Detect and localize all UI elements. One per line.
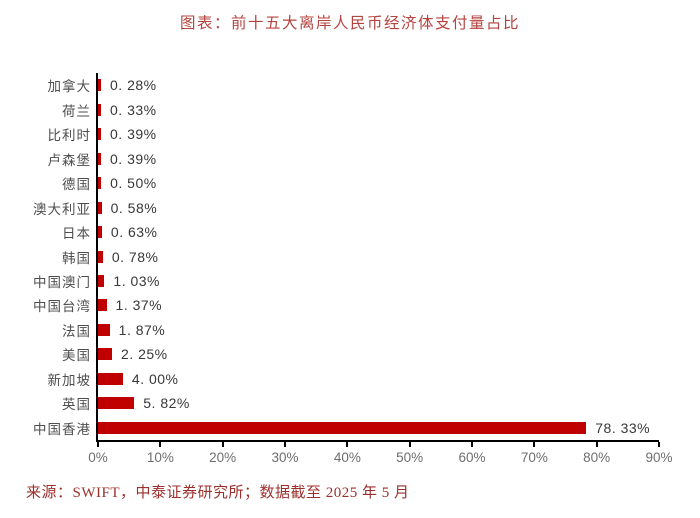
category-label: 中国澳门 xyxy=(33,274,91,290)
value-label: 0. 33% xyxy=(110,101,157,118)
bar-row: 2. 25% xyxy=(98,342,659,366)
category-label: 加拿大 xyxy=(47,79,91,95)
x-axis-tick-label: 80% xyxy=(583,450,611,465)
category-label: 新加坡 xyxy=(47,372,91,388)
category-label: 中国台湾 xyxy=(33,299,91,315)
x-axis-tick xyxy=(471,442,473,447)
y-axis-line xyxy=(95,73,98,442)
value-label: 0. 78% xyxy=(111,248,159,265)
bar-row: 78. 33% xyxy=(98,416,659,440)
bar-row: 5. 82% xyxy=(98,391,659,415)
x-axis-tick xyxy=(284,442,286,447)
value-label: 0. 39% xyxy=(110,150,157,167)
bar-row: 1. 03% xyxy=(98,269,659,293)
x-axis-tick-label: 0% xyxy=(88,450,108,465)
value-label: 0. 63% xyxy=(110,224,158,241)
bar xyxy=(98,103,101,116)
bar xyxy=(98,348,113,361)
x-axis-tick xyxy=(595,442,598,447)
x-axis: 0% 10% 20% 30% 40% 50% 60% 70% 80% 90% xyxy=(88,442,673,472)
bar xyxy=(98,79,101,92)
value-label: 1. 37% xyxy=(115,297,163,314)
value-label: 1. 03% xyxy=(113,272,160,289)
bar xyxy=(98,177,102,190)
bar-row: 0. 33% xyxy=(98,97,659,121)
bar xyxy=(98,299,107,312)
bar xyxy=(98,397,135,410)
x-axis-tick xyxy=(408,442,411,447)
bar-row: 0. 39% xyxy=(98,122,659,146)
category-label: 卢森堡 xyxy=(47,152,91,168)
bar-row: 0. 28% xyxy=(98,73,659,97)
value-label: 0. 58% xyxy=(110,199,158,216)
bar-chart: 加拿大荷兰比利时卢森堡德国澳大利亚日本韩国中国澳门中国台湾法国美国新加坡英国中国… xyxy=(0,73,673,473)
bar xyxy=(98,226,102,239)
x-axis-tick xyxy=(159,442,162,447)
x-axis-tick xyxy=(221,442,224,447)
value-label: 1. 87% xyxy=(118,321,166,338)
x-axis-tick xyxy=(533,442,536,447)
value-label: 2. 25% xyxy=(121,346,168,363)
x-axis-tick xyxy=(97,442,99,447)
value-label: 78. 33% xyxy=(595,419,651,436)
bar-row: 0. 39% xyxy=(98,146,659,170)
bar-row: 1. 37% xyxy=(98,293,659,317)
category-label: 韩国 xyxy=(62,250,91,266)
value-label: 0. 28% xyxy=(110,77,157,94)
bar xyxy=(98,421,587,434)
x-axis-tick-label: 20% xyxy=(209,450,237,465)
bar xyxy=(98,201,102,214)
x-axis-tick-label: 60% xyxy=(458,450,486,465)
value-label: 0. 39% xyxy=(110,126,157,143)
category-label: 荷兰 xyxy=(62,103,91,119)
bar xyxy=(98,250,103,263)
category-label: 澳大利亚 xyxy=(33,201,91,217)
bar-row: 1. 87% xyxy=(98,318,659,342)
bar xyxy=(98,128,101,141)
bar-row: 0. 63% xyxy=(98,220,659,244)
x-axis-tick-label: 40% xyxy=(333,450,361,465)
value-label: 5. 82% xyxy=(143,395,190,412)
category-label: 英国 xyxy=(62,397,91,413)
bar xyxy=(98,372,123,385)
bar-row: 0. 50% xyxy=(98,171,659,195)
x-axis-tick xyxy=(658,442,660,447)
category-label: 法国 xyxy=(62,323,91,339)
x-axis-tick-label: 70% xyxy=(520,450,548,465)
value-label: 0. 50% xyxy=(110,175,157,192)
bar-rows: 0. 28% 0. 33% 0. 39% 0. 39% 0. 50% 0. 58% 0. 6… xyxy=(98,73,659,440)
x-axis-tick-label: 30% xyxy=(271,450,299,465)
category-label: 美国 xyxy=(62,348,91,364)
x-axis-tick-label: 10% xyxy=(146,450,174,465)
source-note: 来源：SWIFT，中泰证券研究所；数据截至 2025 年 5 月 xyxy=(26,485,410,501)
bar xyxy=(98,152,101,165)
category-label: 比利时 xyxy=(47,128,91,144)
value-label: 4. 00% xyxy=(131,370,179,387)
x-axis-tick xyxy=(346,442,349,447)
bar xyxy=(98,323,110,336)
bar-row: 0. 58% xyxy=(98,195,659,219)
bar-row: 0. 78% xyxy=(98,244,659,268)
x-axis-line xyxy=(95,440,659,442)
plot-area: 0. 28% 0. 33% 0. 39% 0. 39% 0. 50% 0. 58% 0. 6… xyxy=(88,73,673,465)
bar-row: 4. 00% xyxy=(98,367,659,391)
x-axis-tick-label: 50% xyxy=(396,450,424,465)
chart-title: 图表：前十五大离岸人民币经济体支付量占比 xyxy=(179,15,520,32)
bar xyxy=(98,274,105,287)
category-label: 德国 xyxy=(62,177,91,193)
x-axis-tick-label: 90% xyxy=(645,450,673,465)
category-label: 中国香港 xyxy=(33,421,91,437)
category-label: 日本 xyxy=(62,226,91,242)
category-labels: 加拿大荷兰比利时卢森堡德国澳大利亚日本韩国中国澳门中国台湾法国美国新加坡英国中国… xyxy=(0,73,91,440)
